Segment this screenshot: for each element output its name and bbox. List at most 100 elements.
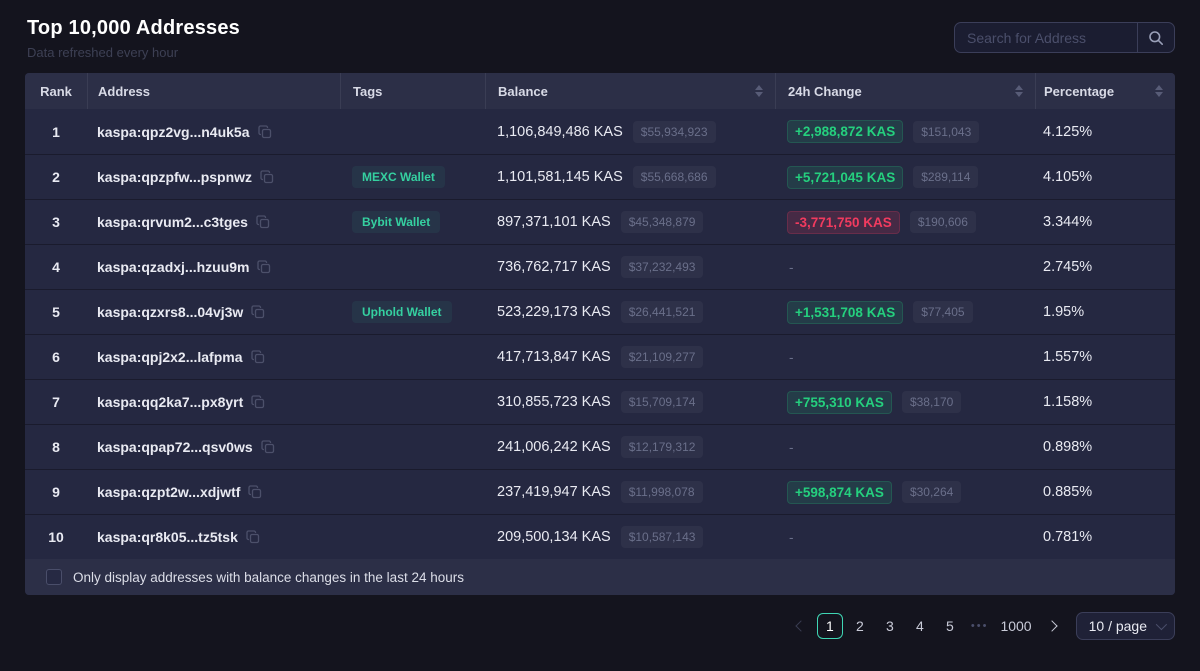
address-link[interactable]: kaspa:qzadxj...hzuu9m (97, 259, 250, 275)
balance-cell: 209,500,134 KAS $10,587,143 (485, 526, 775, 548)
copy-icon (257, 124, 271, 138)
address-link[interactable]: kaspa:qr8k05...tz5tsk (97, 529, 238, 545)
search-divider (1137, 23, 1138, 52)
column-header-rank: Rank (40, 83, 72, 99)
chevron-down-icon (1155, 618, 1168, 631)
tags-cell: Uphold Wallet (340, 301, 485, 323)
copy-icon (251, 395, 265, 409)
balance-cell: 237,419,947 KAS $11,998,078 (485, 481, 775, 503)
change-value: +598,874 KAS (787, 480, 892, 504)
copy-icon (251, 305, 265, 319)
change-value: +5,721,045 KAS (787, 165, 904, 189)
address-cell: kaspa:qpzpfw...pspnwz (87, 169, 340, 185)
address-link[interactable]: kaspa:qpap72...qsv0ws (97, 439, 253, 455)
balance-kas: 1,101,581,145 KAS (497, 169, 623, 185)
address-link[interactable]: kaspa:qzpt2w...xdjwtf (97, 484, 241, 500)
copy-address-button[interactable] (260, 170, 274, 184)
rank-cell: 4 (52, 259, 60, 275)
percentage-cell: 0.781% (1043, 529, 1093, 545)
address-link[interactable]: kaspa:qpz2vg...n4uk5a (97, 123, 250, 140)
balance-cell: 736,762,717 KAS $37,232,493 (485, 256, 775, 278)
copy-address-button[interactable] (246, 530, 260, 544)
balance-usd: $55,668,686 (632, 166, 716, 188)
rank-cell: 2 (52, 169, 60, 185)
copy-address-button[interactable] (250, 350, 265, 364)
percentage-cell: 2.745% (1043, 259, 1093, 275)
copy-address-button[interactable] (256, 215, 270, 229)
page-button-4[interactable]: 4 (915, 618, 924, 634)
change-usd: $151,043 (913, 120, 980, 143)
percentage-cell: 0.898% (1043, 439, 1093, 455)
pagination-ellipsis[interactable]: ••• (970, 620, 989, 632)
search-icon (1149, 30, 1163, 45)
column-header-address: Address (87, 73, 340, 109)
change-value: +2,988,872 KAS (787, 120, 904, 143)
balance-change-filter-label[interactable]: Only display addresses with balance chan… (73, 569, 464, 585)
page-button-3[interactable]: 3 (885, 618, 894, 634)
balance-kas: 1,106,849,486 KAS (497, 123, 623, 140)
tags-cell: Bybit Wallet (340, 211, 485, 233)
page-size-select[interactable]: 10 / page (1075, 612, 1175, 640)
column-header-balance[interactable]: Balance (485, 73, 775, 109)
table-row: 2 kaspa:qpzpfw...pspnwz MEXC Wallet 1,10… (25, 154, 1175, 199)
page-button-last[interactable]: 1000 (1000, 618, 1032, 634)
sort-icon-balance (755, 85, 763, 97)
change-cell: -3,771,750 KAS $190,606 (775, 210, 1035, 234)
address-cell: kaspa:qq2ka7...px8yrt (87, 394, 340, 410)
address-link[interactable]: kaspa:qzxrs8...04vj3w (97, 304, 244, 320)
change-value: +755,310 KAS (787, 390, 892, 414)
page-button-1[interactable]: 1 (816, 613, 843, 639)
change-cell: +598,874 KAS $30,264 (775, 480, 1035, 504)
copy-address-button[interactable] (248, 485, 262, 499)
percentage-cell: 1.95% (1043, 304, 1085, 320)
address-link[interactable]: kaspa:qrvum2...c3tges (97, 214, 248, 230)
change-cell: - (775, 256, 1035, 279)
change-usd: $77,405 (913, 301, 973, 323)
table-row: 1 kaspa:qpz2vg...n4uk5a 1,106,849,486 KA… (25, 109, 1175, 154)
address-cell: kaspa:qpap72...qsv0ws (87, 439, 340, 455)
rank-cell: 6 (52, 349, 60, 365)
copy-address-button[interactable] (260, 440, 275, 454)
copy-address-button[interactable] (251, 395, 265, 409)
balance-usd: $45,348,879 (620, 211, 704, 233)
percentage-cell: 4.125% (1043, 123, 1093, 140)
copy-icon (250, 350, 264, 364)
column-header-percentage[interactable]: Percentage (1035, 73, 1175, 109)
table-row: 6 kaspa:qpj2x2...lafpma 417,713,847 KAS … (25, 334, 1175, 379)
filter-row: Only display addresses with balance chan… (25, 559, 1175, 595)
table-row: 9 kaspa:qzpt2w...xdjwtf 237,419,947 KAS … (25, 469, 1175, 514)
change-usd: $38,170 (901, 391, 962, 413)
page-button-2[interactable]: 2 (855, 618, 864, 634)
balance-kas: 241,006,242 KAS (497, 439, 611, 455)
address-link[interactable]: kaspa:qpj2x2...lafpma (97, 349, 243, 365)
copy-address-button[interactable] (257, 124, 272, 139)
change-cell: +5,721,045 KAS $289,114 (775, 165, 1035, 189)
change-usd: $289,114 (913, 166, 979, 188)
next-page-button[interactable] (1040, 613, 1064, 639)
column-header-24h-change[interactable]: 24h Change (775, 73, 1035, 109)
balance-usd: $55,934,923 (632, 120, 716, 143)
search-box[interactable] (954, 22, 1175, 53)
percentage-cell: 1.158% (1043, 394, 1093, 410)
change-value: +1,531,708 KAS (787, 300, 904, 324)
page-subtitle: Data refreshed every hour (27, 45, 179, 60)
page-button-5[interactable]: 5 (945, 618, 954, 634)
copy-address-button[interactable] (251, 305, 265, 319)
wallet-tag: MEXC Wallet (352, 166, 445, 188)
copy-address-button[interactable] (257, 260, 271, 274)
address-cell: kaspa:qrvum2...c3tges (87, 214, 340, 230)
address-link[interactable]: kaspa:qpzpfw...pspnwz (97, 169, 253, 185)
sort-icon-24h-change (1015, 85, 1023, 97)
search-input[interactable] (955, 23, 1137, 52)
balance-change-filter-checkbox[interactable] (46, 569, 62, 585)
rank-cell: 5 (52, 304, 60, 320)
addresses-table: Rank Address Tags Balance 24h Change Per… (25, 73, 1175, 595)
change-cell: +2,988,872 KAS $151,043 (775, 120, 1035, 143)
address-link[interactable]: kaspa:qq2ka7...px8yrt (97, 394, 244, 410)
search-button[interactable] (1138, 23, 1174, 52)
column-header-balance-label: Balance (498, 83, 548, 99)
table-row: 10 kaspa:qr8k05...tz5tsk 209,500,134 KAS… (25, 514, 1175, 559)
prev-page-button[interactable] (789, 613, 813, 639)
change-value: - (789, 439, 794, 455)
